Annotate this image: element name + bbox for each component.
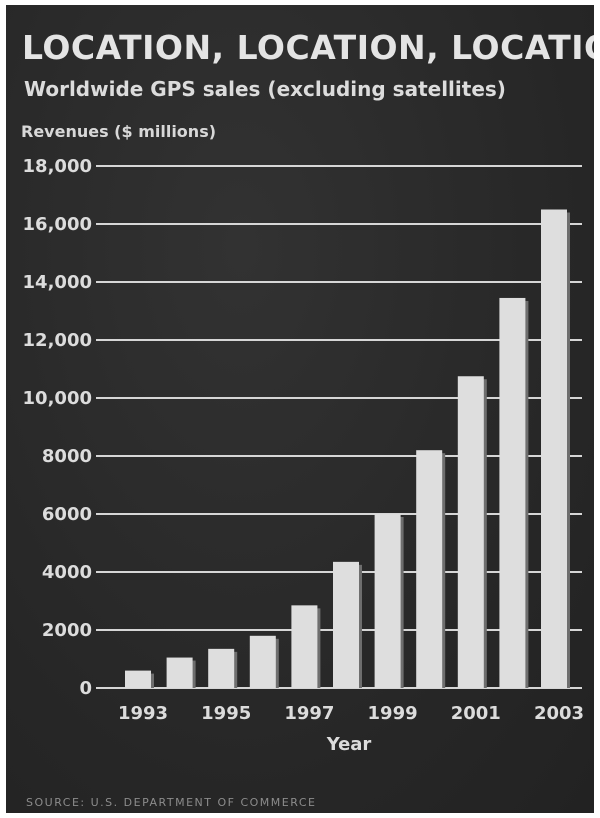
bar-1999 <box>374 514 401 688</box>
chart-panel: LOCATION, LOCATION, LOCATION Worldwide G… <box>6 5 594 813</box>
x-tick-label: 1995 <box>201 703 251 724</box>
bar-1994 <box>166 657 193 688</box>
y-tick-label: 0 <box>79 678 92 699</box>
source-note: SOURCE: U.S. DEPARTMENT OF COMMERCE <box>26 796 316 809</box>
y-tick-label: 12,000 <box>23 330 92 351</box>
gridlines <box>96 165 582 689</box>
x-tick-label: 1993 <box>118 703 168 724</box>
x-tick-label: 1999 <box>368 703 418 724</box>
y-tick-label: 4000 <box>42 562 92 583</box>
y-tick-labels: 0 2000 4000 6000 8000 10,000 12,000 14,000 16,00… <box>23 156 92 699</box>
chart-subtitle: Worldwide GPS sales (excluding satellite… <box>24 77 506 101</box>
y-axis-label: Revenues ($ millions) <box>21 122 216 141</box>
bar-1997 <box>291 605 318 688</box>
bar-2003 <box>541 209 567 688</box>
y-tick-label: 8000 <box>42 446 92 467</box>
y-tick-label: 6000 <box>42 504 92 525</box>
x-tick-label: 2001 <box>451 703 501 724</box>
x-tick-labels: 1993 1995 1997 1999 2001 2003 <box>118 703 584 724</box>
bars <box>125 209 570 688</box>
y-tick-label: 2000 <box>42 620 92 641</box>
bar-2000 <box>416 450 443 688</box>
y-tick-label: 10,000 <box>23 388 92 409</box>
y-tick-label: 14,000 <box>23 272 92 293</box>
bar-1993 <box>125 670 151 688</box>
x-tick-label: 2003 <box>534 703 584 724</box>
bar-1995 <box>208 648 235 688</box>
y-tick-label: 18,000 <box>23 156 92 177</box>
bar-1998 <box>333 561 359 688</box>
x-tick-label: 1997 <box>284 703 334 724</box>
bar-1996 <box>249 635 276 688</box>
bar-2001 <box>457 376 484 688</box>
bar-2002 <box>499 297 526 688</box>
y-tick-label: 16,000 <box>23 214 92 235</box>
x-axis-label: Year <box>326 734 372 755</box>
chart-title: LOCATION, LOCATION, LOCATION <box>22 28 594 67</box>
chart-svg: LOCATION, LOCATION, LOCATION Worldwide G… <box>21 28 594 809</box>
